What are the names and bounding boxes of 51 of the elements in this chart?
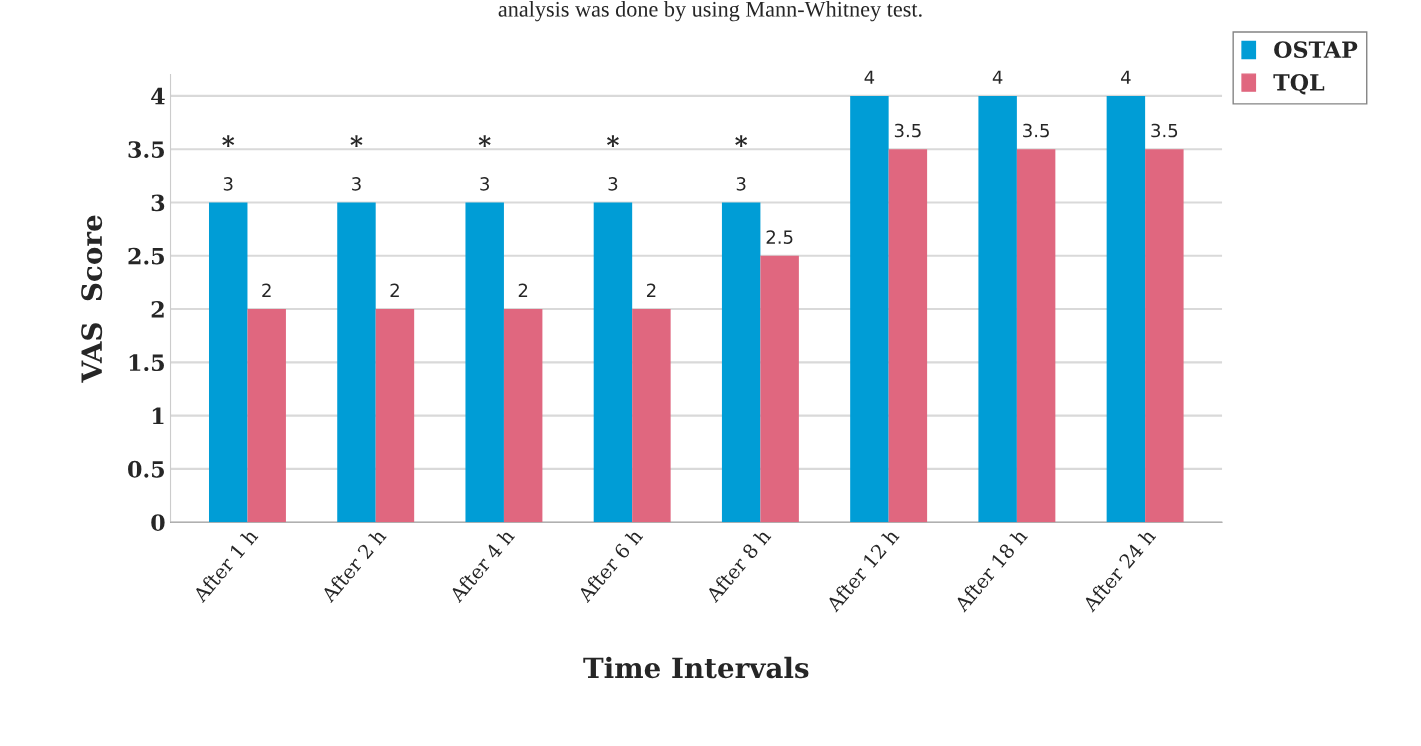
data-label: 3.5 xyxy=(1023,123,1049,138)
bar xyxy=(721,202,761,523)
y-tick-label: 0.5 xyxy=(128,460,164,478)
data-label: 2 xyxy=(262,283,271,297)
legend-label: TQL xyxy=(1273,73,1325,95)
data-label: 3 xyxy=(480,177,489,191)
data-label: 4 xyxy=(864,70,875,84)
y-tick-label: 1.5 xyxy=(129,354,164,372)
bar xyxy=(208,202,248,523)
bar xyxy=(978,95,1017,523)
bar xyxy=(850,95,889,523)
data-label: 3 xyxy=(352,177,361,191)
bar xyxy=(1145,149,1184,523)
y-tick-label: 3.5 xyxy=(128,141,164,158)
annotation: * xyxy=(478,135,491,147)
bar xyxy=(1106,95,1146,523)
bar xyxy=(632,309,671,523)
bar xyxy=(375,309,415,523)
bar xyxy=(247,309,286,523)
annotation: * xyxy=(350,135,363,147)
data-label: 2 xyxy=(646,283,656,297)
text: analysis was done by using Mann-Whitney test. xyxy=(498,1,922,22)
data-label: 3 xyxy=(223,177,233,191)
annotation: * xyxy=(606,135,619,147)
data-label: 2 xyxy=(518,283,528,297)
data-label: 4 xyxy=(992,70,1003,84)
data-label: 3.5 xyxy=(1151,123,1178,138)
bar xyxy=(337,202,376,523)
data-label: 4 xyxy=(1121,70,1131,84)
data-label: 3.5 xyxy=(894,123,921,138)
y-tick-label: 0 xyxy=(151,514,165,531)
y-tick-label: 2 xyxy=(151,301,164,318)
y-axis-title: VAS Score xyxy=(81,215,103,383)
annotation: * xyxy=(735,135,748,147)
bar xyxy=(888,149,928,523)
y-tick-label: 2.5 xyxy=(128,247,164,265)
y-tick-label: 4 xyxy=(151,87,165,105)
bar xyxy=(465,202,504,523)
data-label: 2 xyxy=(390,283,399,297)
data-label: 3 xyxy=(736,177,746,191)
bar xyxy=(760,255,799,523)
bar xyxy=(503,309,543,523)
data-label: 2.5 xyxy=(766,230,793,244)
data-label: 3 xyxy=(608,177,618,191)
bar xyxy=(1016,149,1056,523)
y-tick-label: 3 xyxy=(151,194,165,212)
bar xyxy=(593,202,633,523)
annotation: * xyxy=(222,135,235,147)
x-axis-title: Time Intervals xyxy=(583,656,809,679)
legend-label: OSTAP xyxy=(1274,41,1358,59)
y-tick-label: 1 xyxy=(152,407,164,425)
